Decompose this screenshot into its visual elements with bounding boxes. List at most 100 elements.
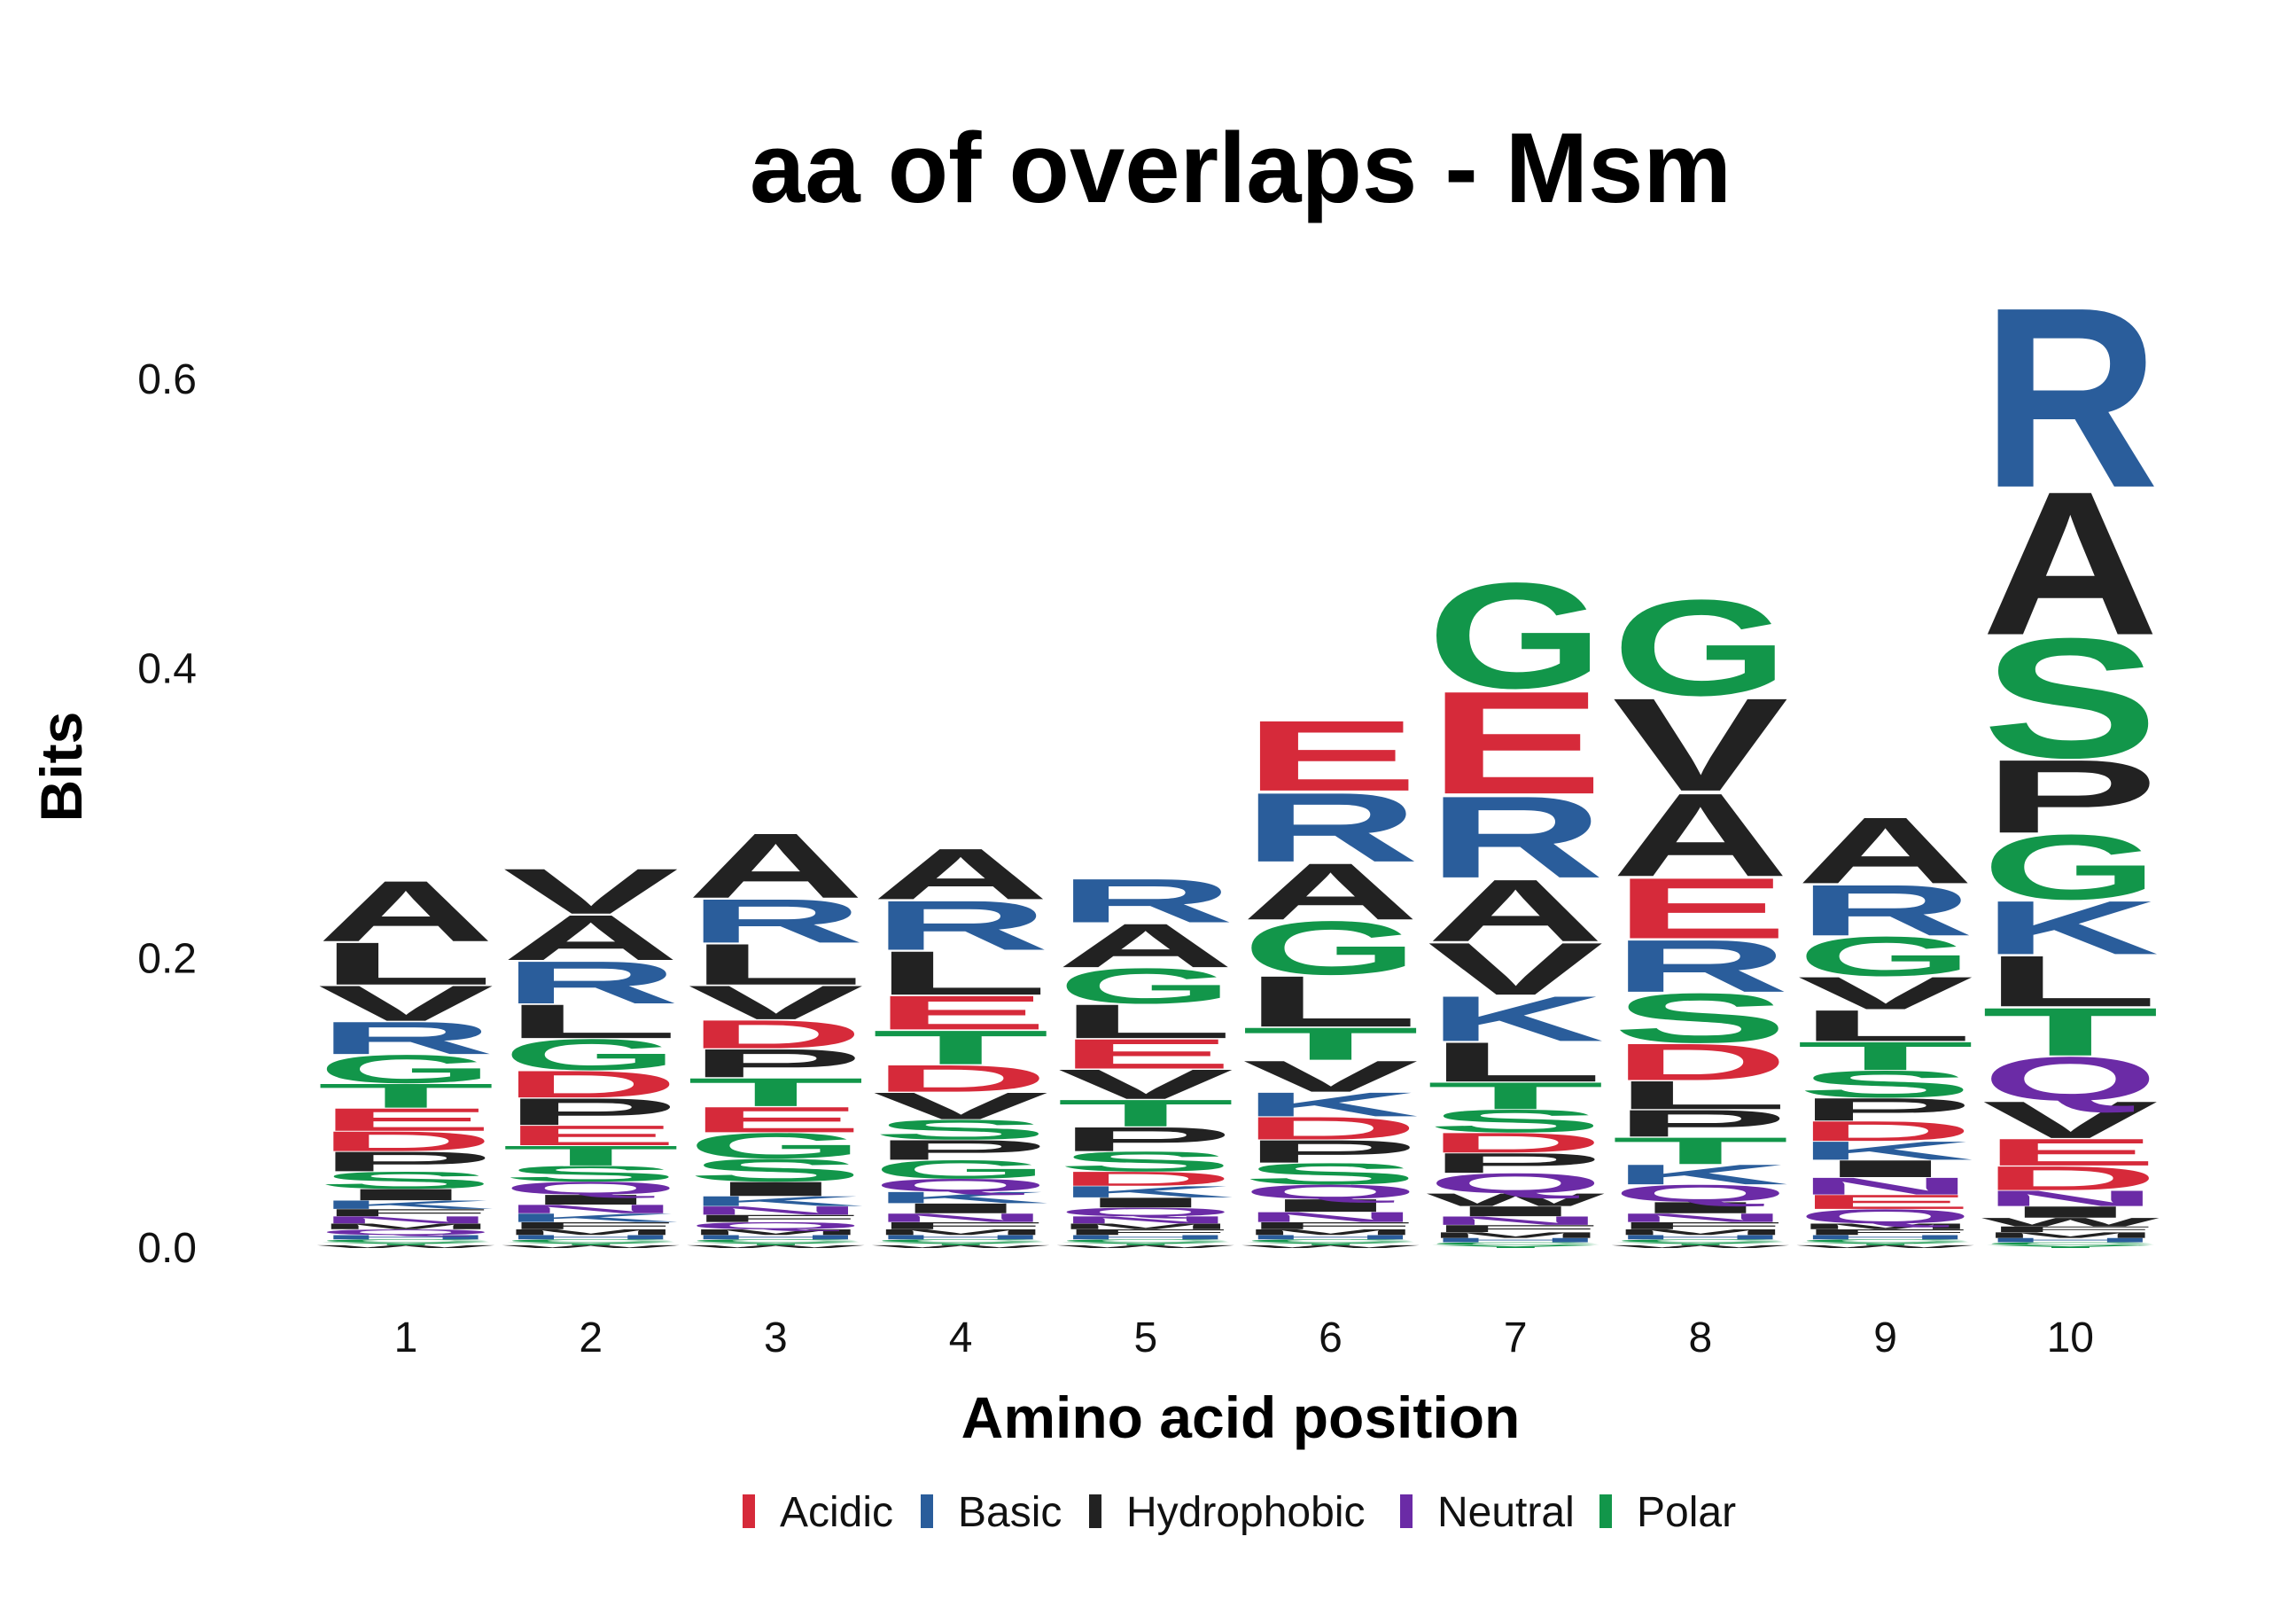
logo-letter-A: A <box>687 815 865 917</box>
logo-letter-R: R <box>1612 924 1790 1008</box>
logo-letter-M: M <box>872 1228 1050 1236</box>
logo-letter-T: T <box>1612 1129 1789 1172</box>
logo-letter-N: N <box>1796 1173 1974 1199</box>
logo-letter-H: H <box>502 1234 680 1241</box>
x-tick-label: 8 <box>1689 1314 1713 1361</box>
logo-letter-A: A <box>1241 846 1420 936</box>
logo-letter-H: H <box>317 1234 495 1241</box>
logo-letter-P: P <box>1242 1134 1419 1169</box>
logo-letter-K: K <box>1612 1158 1790 1190</box>
logo-letter-C: C <box>1056 1238 1234 1243</box>
logo-letter-L: L <box>502 994 680 1049</box>
logo-letter-P: P <box>502 1090 679 1133</box>
logo-letter-L: L <box>1057 994 1234 1049</box>
logo-letter-G: G <box>1427 552 1603 721</box>
logo-letter-F: F <box>1981 1225 2159 1234</box>
logo-letter-S: S <box>317 1166 494 1193</box>
logo-letter-V: V <box>502 855 679 927</box>
logo-letter-W: W <box>1056 1244 1234 1249</box>
logo-letter-P: P <box>1982 738 2159 854</box>
logo-letter-N: N <box>1612 1211 1790 1224</box>
logo-letter-N: N <box>1981 1186 2160 1211</box>
logo-letter-D: D <box>1796 1115 1974 1147</box>
logo-letter-L: L <box>872 939 1049 1009</box>
logo-letter-I: I <box>1982 1203 2158 1221</box>
logo-letter-L: L <box>1241 961 1419 1041</box>
logo-letter-C: C <box>1981 1242 2160 1246</box>
logo-letter-I: I <box>873 1200 1048 1216</box>
logo-letter-L: L <box>1796 1001 1973 1050</box>
logo-letter-Y: Y <box>502 1242 679 1246</box>
logo-letter-S: S <box>1982 604 2159 794</box>
logo-letter-Y: Y <box>1982 1244 2159 1249</box>
logo-letter-P: P <box>317 1146 494 1177</box>
logo-letter-P: P <box>873 1135 1049 1166</box>
logo-letter-V: V <box>1428 928 1604 1010</box>
logo-letter-Y: Y <box>1428 1244 1604 1249</box>
logo-letter-T: T <box>502 1140 680 1171</box>
logo-letter-K: K <box>1056 1182 1234 1200</box>
logo-letter-I: I <box>1242 1196 1418 1216</box>
logo-letter-A: A <box>1427 862 1605 960</box>
logo-letter-K: K <box>687 1193 865 1209</box>
logo-letter-S: S <box>1428 1104 1604 1139</box>
logo-letter-M: M <box>1612 1228 1790 1236</box>
logo-letter-Y: Y <box>1797 1242 1973 1246</box>
logo-letter-M: M <box>502 1228 680 1236</box>
y-axis-ticks: 0.0 0.2 0.4 0.6 <box>137 356 197 1272</box>
logo-letter-T: T <box>317 1077 494 1115</box>
logo-letter-L: L <box>1981 940 2159 1021</box>
logo-letter-W: W <box>872 1244 1050 1249</box>
logo-letter-Q: Q <box>1982 1044 2159 1114</box>
logo-letter-A: A <box>1981 449 2160 678</box>
logo-letter-E: E <box>1057 1031 1234 1078</box>
logo-letter-V: V <box>1797 968 1973 1019</box>
logo-letter-Q: Q <box>1242 1181 1419 1203</box>
logo-letter-T: T <box>1796 1034 1973 1079</box>
logo-letter-P: P <box>1797 1092 1973 1127</box>
logo-letter-W: W <box>1241 1244 1420 1249</box>
logo-letter-K: K <box>1796 1136 1974 1166</box>
logo-letter-I: I <box>1058 1195 1234 1211</box>
logo-letter-C: C <box>1427 1242 1605 1246</box>
x-tick-label: 6 <box>1319 1314 1343 1361</box>
logo-letter-K: K <box>872 1189 1050 1206</box>
logo-letter-G: G <box>872 1155 1048 1184</box>
legend: Acidic Basic Hydrophobic Neutral Polar <box>743 1489 1736 1536</box>
logo-letter-D: D <box>1241 1111 1420 1146</box>
logo-letter-N: N <box>872 1211 1050 1224</box>
x-axis-ticks: 1 2 3 4 5 6 7 8 9 10 <box>394 1314 2094 1361</box>
y-tick-label: 0.0 <box>137 1225 197 1272</box>
logo-letter-V: V <box>1242 1052 1419 1102</box>
logo-letter-C: C <box>502 1238 680 1243</box>
logo-letter-M: M <box>317 1222 495 1231</box>
logo-letter-V: V <box>317 975 494 1031</box>
logo-letter-S: S <box>873 1114 1049 1145</box>
logo-letter-D: D <box>1057 1167 1235 1190</box>
legend-label: Neutral <box>1437 1489 1575 1536</box>
logo-letter-M: M <box>1241 1228 1420 1236</box>
logo-letter-T: T <box>872 1020 1049 1074</box>
logo-letter-R: R <box>1981 254 2160 542</box>
logo-letter-K: K <box>1981 885 2160 970</box>
logo-letter-C: C <box>1612 1238 1790 1243</box>
logo-letter-H: H <box>1427 1236 1605 1244</box>
legend-item: Acidic <box>743 1489 893 1536</box>
legend-item: Polar <box>1599 1489 1736 1536</box>
logo-letter-R: R <box>1796 870 1974 951</box>
logo-letter-A: A <box>1612 769 1790 901</box>
logo-letter-E: E <box>688 1100 864 1141</box>
logo-letter-R: R <box>1241 772 1420 883</box>
x-axis-label: Amino acid position <box>961 1384 1521 1450</box>
y-tick-label: 0.2 <box>137 935 197 982</box>
logo-letter-Y: Y <box>1242 1242 1419 1246</box>
logo-letter-G: G <box>1612 571 1788 724</box>
logo-letter-L: L <box>1427 1031 1604 1094</box>
logo-letter-G: G <box>1797 924 1973 987</box>
